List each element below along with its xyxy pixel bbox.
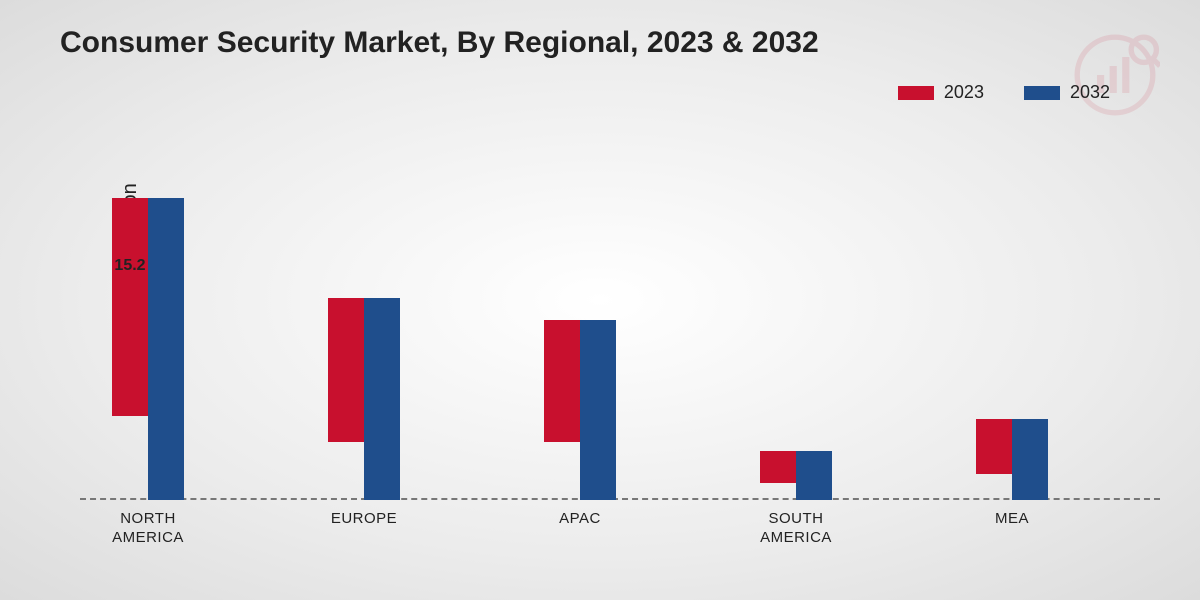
bar-2032: [1012, 419, 1048, 500]
legend-label-2032: 2032: [1070, 82, 1110, 103]
bar-value-label: 15.2: [114, 257, 145, 275]
x-axis-labels: NORTHAMERICAEUROPEAPACSOUTHAMERICAMEA: [80, 510, 1160, 560]
legend-label-2023: 2023: [944, 82, 984, 103]
bar-2032: [364, 298, 400, 500]
watermark-logo-icon: [1070, 30, 1160, 120]
x-axis-category-label: NORTHAMERICA: [68, 510, 228, 548]
bar-group: [544, 320, 616, 500]
bar-2023: [760, 451, 796, 483]
bar-2023: [112, 198, 148, 417]
bar-group: [760, 451, 832, 500]
bar-2032: [796, 451, 832, 500]
legend-item-2032: 2032: [1024, 82, 1110, 103]
x-axis-category-label: SOUTHAMERICA: [716, 510, 876, 548]
legend-swatch-2023: [898, 86, 934, 100]
legend: 2023 2032: [898, 82, 1110, 103]
bar-group: [976, 419, 1048, 500]
bar-2032: [148, 198, 184, 500]
legend-swatch-2032: [1024, 86, 1060, 100]
bar-2023: [976, 419, 1012, 474]
x-axis-category-label: APAC: [500, 510, 660, 529]
bar-2023: [544, 320, 580, 442]
bar-2023: [328, 298, 364, 442]
bar-group: [112, 198, 184, 500]
x-axis-category-label: MEA: [932, 510, 1092, 529]
chart-title: Consumer Security Market, By Regional, 2…: [60, 26, 819, 60]
x-axis-category-label: EUROPE: [284, 510, 444, 529]
bar-2032: [580, 320, 616, 500]
plot-area: 15.2: [80, 140, 1160, 500]
legend-item-2023: 2023: [898, 82, 984, 103]
bar-group: [328, 298, 400, 500]
